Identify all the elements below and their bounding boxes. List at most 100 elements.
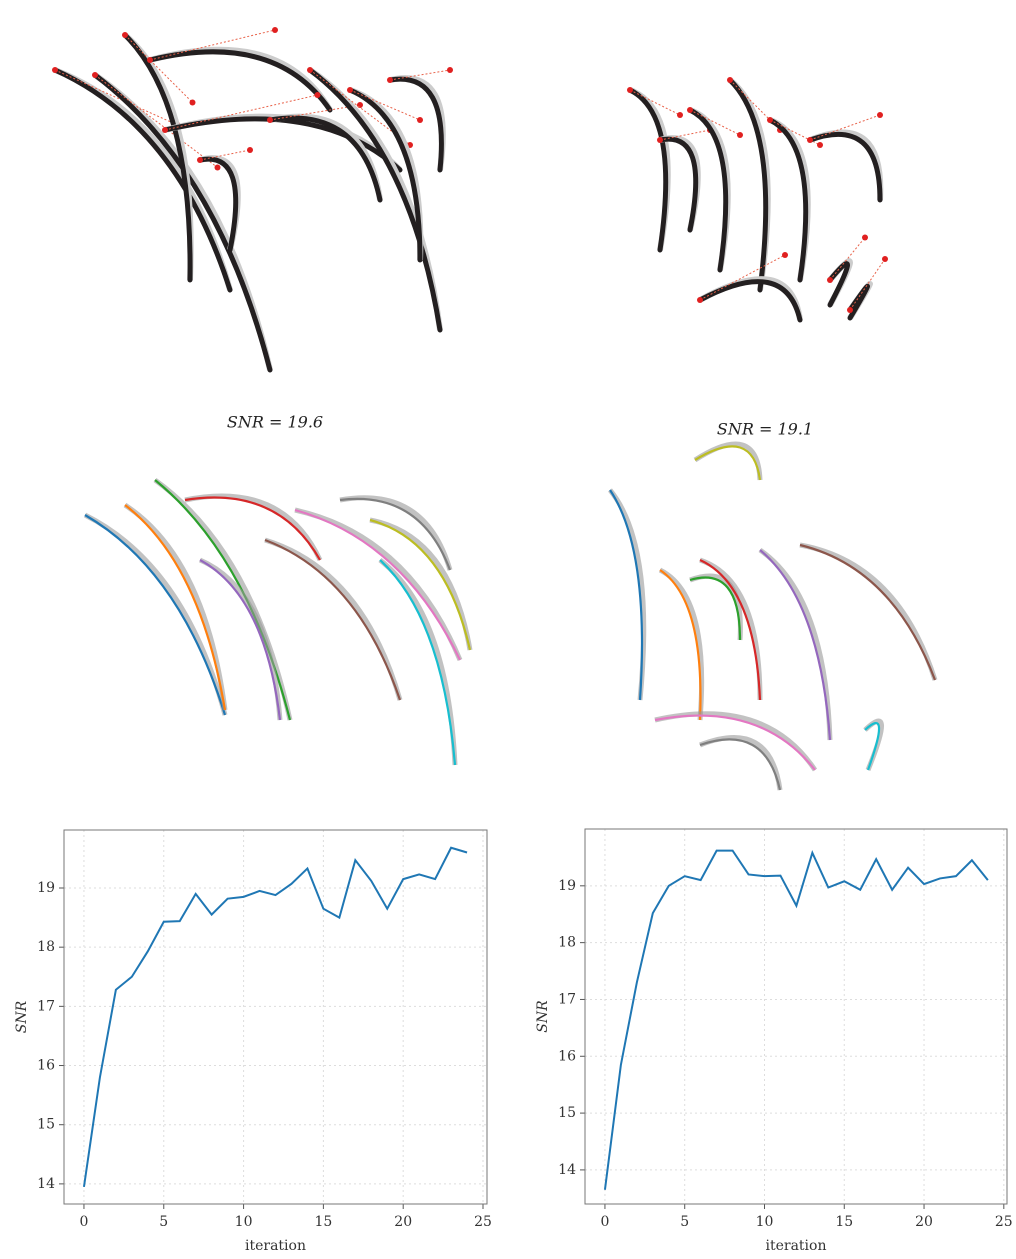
control-point bbox=[727, 77, 733, 83]
control-point bbox=[447, 67, 453, 73]
segment-sketch bbox=[84, 514, 227, 716]
x-axis-label: iteration bbox=[766, 1238, 827, 1254]
segment-sketch bbox=[608, 488, 647, 701]
snr-label: SNR = 19.1 bbox=[717, 420, 813, 439]
plot-frame bbox=[584, 828, 1008, 1205]
control-line bbox=[829, 237, 866, 281]
control-point bbox=[847, 307, 853, 313]
control-line bbox=[659, 129, 711, 141]
y-axis-label: SNR bbox=[535, 1000, 551, 1033]
segment-sketch bbox=[699, 738, 782, 791]
control-point bbox=[162, 127, 168, 133]
stroke-sketch bbox=[727, 77, 769, 293]
snr-label: SNR = 19.6 bbox=[227, 413, 323, 432]
stroke-sketch bbox=[698, 276, 803, 321]
segment-sketch bbox=[153, 477, 293, 721]
segment-sketch bbox=[294, 507, 463, 661]
control-point bbox=[417, 117, 423, 123]
control-line bbox=[689, 109, 741, 136]
segment-sketch bbox=[699, 558, 762, 701]
control-point bbox=[767, 117, 773, 123]
control-point bbox=[862, 234, 868, 241]
segment-sketch bbox=[699, 735, 783, 791]
data-line bbox=[82, 846, 468, 1187]
x-tick-label: 5 bbox=[680, 1214, 689, 1230]
x-tick-label: 5 bbox=[159, 1214, 168, 1230]
control-point bbox=[697, 297, 703, 303]
x-tick-label: 0 bbox=[79, 1214, 88, 1230]
x-tick-label: 20 bbox=[394, 1214, 412, 1230]
y-axis-label: SNR bbox=[14, 1000, 30, 1033]
control-point bbox=[122, 32, 128, 38]
segment-sketch bbox=[124, 504, 227, 711]
control-point bbox=[827, 277, 833, 283]
segment-sketch bbox=[123, 502, 228, 711]
control-point bbox=[782, 252, 788, 258]
segment-sketch bbox=[654, 714, 816, 771]
segment-sketch bbox=[369, 518, 472, 651]
segment-sketch bbox=[83, 512, 228, 716]
x-tick-label: 20 bbox=[915, 1214, 933, 1230]
x-tick-label: 25 bbox=[995, 1214, 1013, 1230]
control-point bbox=[657, 137, 663, 143]
segment-sketch bbox=[154, 479, 292, 721]
y-tick-label: 17 bbox=[37, 998, 55, 1014]
control-point bbox=[307, 67, 313, 73]
control-point bbox=[387, 77, 393, 83]
control-point bbox=[357, 102, 363, 108]
stroke-sketch bbox=[162, 116, 403, 173]
control-point bbox=[347, 87, 353, 93]
segment-sketch bbox=[199, 557, 283, 721]
data-line bbox=[603, 849, 989, 1190]
control-line bbox=[349, 89, 421, 121]
y-tick-label: 14 bbox=[558, 1162, 576, 1178]
control-line bbox=[149, 29, 276, 61]
stroke-sketch bbox=[53, 67, 233, 291]
y-tick-label: 19 bbox=[37, 880, 55, 896]
control-point bbox=[314, 92, 321, 98]
control-point bbox=[247, 147, 253, 153]
control-line bbox=[699, 254, 786, 301]
stroke-sketch bbox=[267, 115, 383, 203]
segment-sketch bbox=[378, 558, 458, 766]
stroke-sketch bbox=[387, 76, 444, 173]
segment-sketch bbox=[864, 721, 881, 771]
segment-sketch bbox=[689, 576, 742, 641]
control-point bbox=[677, 112, 683, 118]
stroke-sketch bbox=[807, 131, 883, 203]
control-line bbox=[94, 74, 218, 168]
y-tick-label: 18 bbox=[558, 935, 576, 951]
stroke-sketch bbox=[92, 72, 273, 373]
stroke-sketch bbox=[307, 67, 443, 333]
control-line bbox=[629, 89, 681, 116]
y-tick-label: 16 bbox=[37, 1058, 55, 1074]
stroke-sketch bbox=[197, 156, 239, 253]
control-point bbox=[687, 107, 693, 113]
x-tick-label: 15 bbox=[835, 1214, 853, 1230]
x-tick-label: 15 bbox=[314, 1214, 332, 1230]
segment-sketch bbox=[369, 517, 473, 651]
segment-sketch bbox=[654, 711, 818, 772]
stroke-sketch bbox=[657, 136, 699, 233]
segment-sketch bbox=[264, 537, 403, 701]
segment-sketch bbox=[799, 542, 938, 681]
y-tick-label: 14 bbox=[37, 1176, 55, 1192]
control-point bbox=[52, 67, 58, 73]
stroke-sketch bbox=[847, 284, 870, 321]
control-point bbox=[877, 112, 883, 118]
control-line bbox=[769, 119, 821, 146]
x-tick-label: 10 bbox=[235, 1214, 253, 1230]
y-tick-label: 16 bbox=[558, 1048, 576, 1064]
stroke-sketch bbox=[767, 117, 809, 283]
control-point bbox=[267, 117, 273, 123]
segment-sketch bbox=[339, 497, 452, 571]
y-tick-label: 15 bbox=[37, 1117, 55, 1133]
segment-sketch bbox=[659, 569, 702, 721]
stroke-sketch bbox=[697, 279, 803, 323]
control-point bbox=[817, 142, 823, 148]
segment-sketch bbox=[609, 489, 644, 701]
x-tick-label: 25 bbox=[474, 1214, 492, 1230]
stroke-sketch bbox=[347, 87, 423, 263]
segment-sketch bbox=[799, 543, 937, 681]
control-point bbox=[92, 72, 98, 78]
